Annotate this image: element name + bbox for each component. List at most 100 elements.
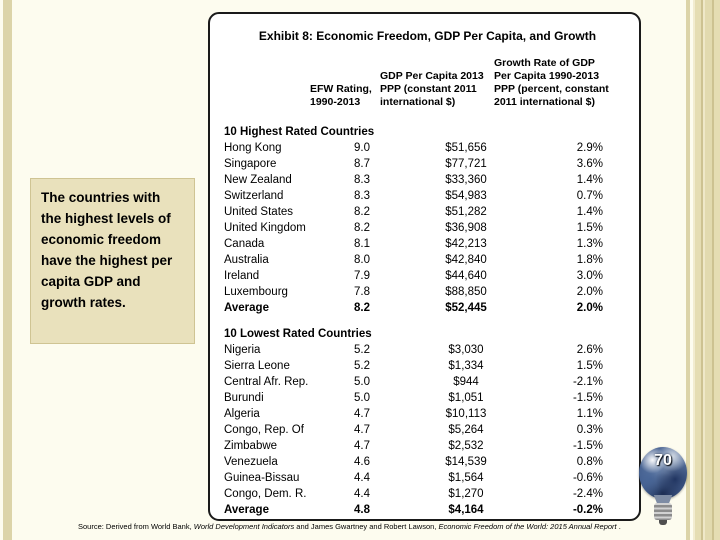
country-cell: Average xyxy=(224,504,269,516)
gdp-cell: $1,564 xyxy=(448,472,484,484)
right-accent-stripe-band xyxy=(693,0,720,540)
table-row: Australia 8.0 $42,840 1.8% xyxy=(224,252,631,268)
rating-cell: 7.9 xyxy=(354,270,370,282)
growth-cell: 2.0% xyxy=(576,286,603,298)
gdp-cell: $944 xyxy=(453,376,479,388)
rating-cell: 9.0 xyxy=(354,142,370,154)
growth-cell: 1.5% xyxy=(576,222,603,234)
table-row: Sierra Leone 5.2 $1,334 1.5% xyxy=(224,358,631,374)
table-row: United Kingdom 8.2 $36,908 1.5% xyxy=(224,220,631,236)
source-text: and James Gwartney and Robert Lawson, xyxy=(294,522,439,531)
exhibit-title: Exhibit 8: Economic Freedom, GDP Per Cap… xyxy=(258,29,597,43)
growth-cell: 2.9% xyxy=(576,142,603,154)
country-cell: Burundi xyxy=(224,392,264,404)
gdp-cell: $2,532 xyxy=(448,440,484,452)
rating-cell: 4.7 xyxy=(354,440,370,452)
country-cell: New Zealand xyxy=(224,174,292,186)
country-cell: Luxembourg xyxy=(224,286,288,298)
rating-cell: 5.2 xyxy=(354,360,370,372)
rating-cell: 8.0 xyxy=(354,254,370,266)
growth-cell: 1.1% xyxy=(576,408,603,420)
country-cell: Algeria xyxy=(224,408,260,420)
country-cell: Canada xyxy=(224,238,265,250)
rating-cell: 8.7 xyxy=(354,158,370,170)
rating-cell: 4.7 xyxy=(354,408,370,420)
table-section: 10 Highest Rated Countries Hong Kong 9.0 $5… xyxy=(224,124,631,316)
rating-cell: 8.2 xyxy=(354,222,370,234)
gdp-cell: $88,850 xyxy=(445,286,487,298)
growth-cell: 1.8% xyxy=(576,254,603,266)
growth-cell: 1.5% xyxy=(576,360,603,372)
country-cell: Switzerland xyxy=(224,190,284,202)
slide-number: 70 xyxy=(654,452,672,469)
rating-cell: 8.2 xyxy=(354,206,370,218)
gdp-cell: $4,164 xyxy=(448,504,484,516)
country-cell: Hong Kong xyxy=(224,142,282,154)
table-row: Venezuela 4.6 $14,539 0.8% xyxy=(224,454,631,470)
gdp-cell: $77,721 xyxy=(445,158,487,170)
gdp-cell: $33,360 xyxy=(445,174,487,186)
gdp-cell: $10,113 xyxy=(445,408,487,420)
rating-cell: 8.3 xyxy=(354,190,370,202)
source-citation: Source: Derived from World Bank, World D… xyxy=(78,522,664,532)
country-cell: Guinea-Bissau xyxy=(224,472,300,484)
rating-cell: 8.2 xyxy=(354,302,370,314)
rating-cell: 5.0 xyxy=(354,376,370,388)
growth-cell: 0.3% xyxy=(576,424,603,436)
gdp-cell: $3,030 xyxy=(448,344,484,356)
table-row: New Zealand 8.3 $33,360 1.4% xyxy=(224,172,631,188)
rating-cell: 4.8 xyxy=(354,504,370,516)
table-row: Central Afr. Rep. 5.0 $944 -2.1% xyxy=(224,374,631,390)
country-cell: Venezuela xyxy=(224,456,278,468)
country-cell: Ireland xyxy=(224,270,260,282)
table-row: Singapore 8.7 $77,721 3.6% xyxy=(224,156,631,172)
country-cell: Zimbabwe xyxy=(224,440,278,452)
source-work-title: World Development Indicators xyxy=(193,522,295,531)
column-header-gdp-per-capita: GDP Per Capita 2013 PPP (constant 2011 i… xyxy=(380,70,484,108)
country-cell: Average xyxy=(224,302,269,314)
source-work-title: Economic Freedom of the World: 2015 Annu… xyxy=(438,522,617,531)
table-row: Nigeria 5.2 $3,030 2.6% xyxy=(224,342,631,358)
gdp-cell: $1,051 xyxy=(448,392,484,404)
gdp-cell: $14,539 xyxy=(445,456,487,468)
table-row: Luxembourg 7.8 $88,850 2.0% xyxy=(224,284,631,300)
growth-cell: 1.3% xyxy=(576,238,603,250)
page-number-lightbulb: 70 xyxy=(637,445,689,531)
country-cell: Congo, Rep. Of xyxy=(224,424,304,436)
country-cell: Nigeria xyxy=(224,344,261,356)
table-row: Guinea-Bissau 4.4 $1,564 -0.6% xyxy=(224,470,631,486)
table-row: Zimbabwe 4.7 $2,532 -1.5% xyxy=(224,438,631,454)
growth-cell: -2.4% xyxy=(572,488,603,500)
country-cell: United States xyxy=(224,206,294,218)
source-text: Source: Derived from World Bank, xyxy=(78,522,194,531)
section-heading: 10 Lowest Rated Countries xyxy=(224,328,372,340)
callout-text-box: The countries with the highest levels of… xyxy=(30,178,195,344)
growth-cell: 1.4% xyxy=(576,206,603,218)
growth-cell: -1.5% xyxy=(572,440,603,452)
gdp-cell: $1,270 xyxy=(448,488,484,500)
rating-cell: 5.2 xyxy=(354,344,370,356)
exhibit-table-box: Exhibit 8: Economic Freedom, GDP Per Cap… xyxy=(208,12,641,521)
country-cell: Central Afr. Rep. xyxy=(224,376,309,388)
rating-cell: 8.1 xyxy=(354,238,370,250)
country-cell: United Kingdom xyxy=(224,222,306,234)
table-row: Burundi 5.0 $1,051 -1.5% xyxy=(224,390,631,406)
gdp-cell: $44,640 xyxy=(445,270,487,282)
column-header-efw-rating: EFW Rating, 1990-2013 xyxy=(310,83,372,108)
lightbulb-globe-icon xyxy=(639,447,687,499)
table-header-row: EFW Rating, 1990-2013 GDP Per Capita 201… xyxy=(224,49,631,109)
lightbulb-screw-base xyxy=(654,503,672,520)
rating-cell: 8.3 xyxy=(354,174,370,186)
average-row: Average 8.2 $52,445 2.0% xyxy=(224,300,631,316)
source-text: . xyxy=(616,522,621,531)
exhibit-table-body: 10 Highest Rated Countries Hong Kong 9.0 $5… xyxy=(224,124,631,518)
rating-cell: 4.6 xyxy=(354,456,370,468)
growth-cell: -0.2% xyxy=(572,504,603,516)
gdp-cell: $51,282 xyxy=(445,206,487,218)
gdp-cell: $5,264 xyxy=(448,424,484,436)
column-header-growth-rate: Growth Rate of GDP Per Capita 1990-2013 … xyxy=(494,57,609,108)
left-accent-stripe xyxy=(3,0,12,540)
growth-cell: -1.5% xyxy=(572,392,603,404)
growth-cell: 1.4% xyxy=(576,174,603,186)
